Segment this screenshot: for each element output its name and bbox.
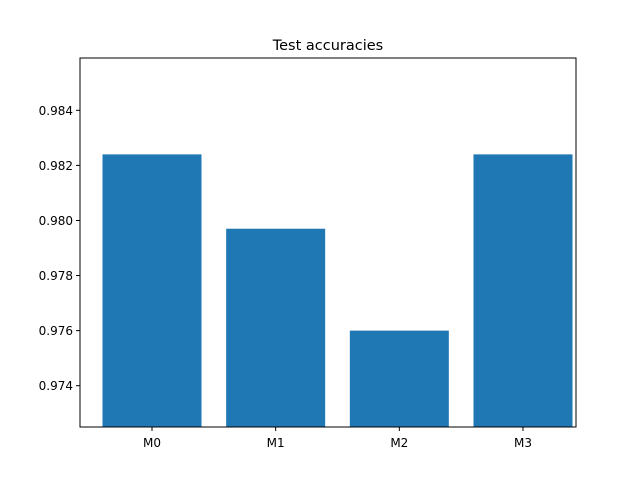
bar-m0	[102, 154, 202, 427]
y-tick-label: 0.984	[39, 104, 73, 118]
y-tick-label: 0.978	[39, 269, 73, 283]
bar-m1	[226, 228, 326, 427]
x-tick-label: M1	[267, 436, 285, 450]
x-tick-label: M0	[143, 436, 161, 450]
x-tick-label: M3	[514, 436, 532, 450]
chart-title: Test accuracies	[272, 38, 384, 54]
x-tick-label: M2	[390, 436, 408, 450]
bar-m3	[473, 154, 573, 427]
bars-group	[102, 154, 573, 427]
y-tick-label: 0.976	[39, 324, 73, 338]
bar-m2	[349, 330, 449, 427]
y-tick-label: 0.980	[39, 214, 73, 228]
y-tick-label: 0.974	[39, 379, 73, 393]
y-tick-label: 0.982	[39, 159, 73, 173]
x-axis: M0 M1 M2 M3	[143, 427, 532, 450]
plot-frame	[79, 57, 577, 428]
y-axis: 0.974 0.976 0.978 0.980 0.982 0.984	[39, 104, 80, 393]
